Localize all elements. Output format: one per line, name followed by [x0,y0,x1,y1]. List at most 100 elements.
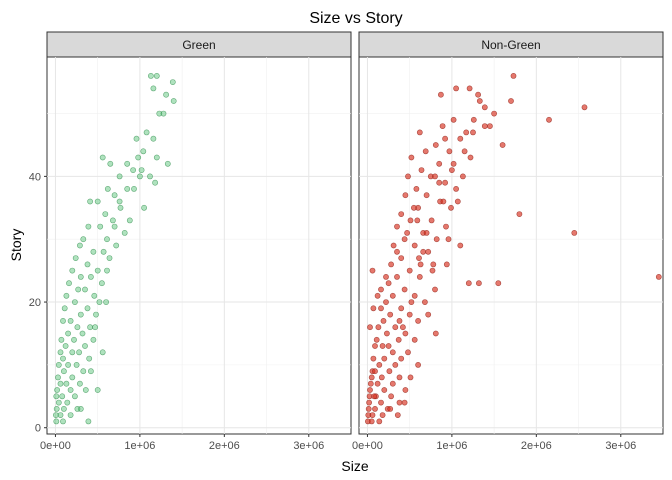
data-point [401,399,408,406]
data-point [411,292,418,299]
data-point [415,317,421,324]
grid-green [47,57,351,434]
data-point [85,223,92,230]
data-point [430,261,437,268]
data-point [104,185,111,192]
data-point [96,299,103,305]
data-point [499,142,506,148]
data-point [398,355,405,362]
strip-non-green [358,31,664,58]
data-point [63,380,70,387]
data-point [147,173,153,180]
data-point [77,273,84,280]
data-point [394,412,401,418]
data-point [404,229,410,236]
data-point [381,355,388,362]
data-point [423,192,430,199]
data-point [402,330,409,337]
data-point [55,361,62,368]
data-point [121,229,128,236]
data-point [147,73,154,79]
data-point [116,198,123,205]
data-point [407,217,414,224]
data-point [466,85,473,92]
data-point [164,160,171,167]
data-point [99,154,106,161]
data-point [104,236,110,243]
data-point [448,167,455,173]
data-point [65,361,71,368]
data-point [80,368,87,375]
data-point [383,273,389,280]
data-point [387,405,394,412]
data-point [392,324,399,331]
data-point [408,154,415,161]
data-point [136,173,143,180]
x-axis-title: Size [341,458,368,474]
data-point [378,399,384,406]
data-point [59,393,66,400]
data-point [143,129,150,136]
data-point [443,223,449,230]
data-point [93,311,99,318]
data-point [429,267,436,274]
y-tick-label: 40 [29,171,41,183]
data-point [442,179,448,186]
data-point [169,79,176,85]
data-point [408,299,415,305]
data-point [476,98,483,104]
data-point [111,192,118,199]
data-point [385,280,392,287]
data-point [140,148,147,155]
data-point [69,349,76,356]
data-point [388,261,394,268]
data-point [53,412,59,418]
y-axis-title: Story [8,229,24,262]
x-tick-label: 3e+06 [293,440,324,452]
data-point [459,173,466,180]
data-point [392,361,399,368]
data-point [390,242,397,249]
data-point [457,135,464,142]
data-point [453,85,459,92]
data-point [411,336,418,343]
data-point [446,148,453,155]
data-point [126,217,133,224]
data-point [448,204,454,211]
data-point [378,374,385,381]
data-point [416,255,422,261]
data-point [481,104,488,111]
data-point [82,343,88,349]
data-point [470,129,476,136]
data-point [381,387,388,393]
data-point [61,368,67,375]
data-point [373,336,380,343]
data-point [495,280,502,287]
data-point [376,418,383,425]
data-point [416,273,423,280]
data-point [411,242,418,249]
y-axis: 0 20 40 [29,171,47,435]
data-point [74,324,81,331]
data-point [388,393,394,400]
data-point [386,368,393,375]
data-point [394,223,400,230]
data-point [389,292,396,299]
data-point [67,387,74,393]
data-point [368,418,375,425]
y-tick-label: 0 [35,423,41,435]
data-point [405,173,411,180]
x-tick-label: 0e+00 [40,440,71,452]
data-point [97,223,104,230]
data-point [379,412,386,418]
data-point [445,236,452,243]
data-point [380,317,387,324]
panel-non-green: Non-Green [358,31,664,435]
data-point [475,91,481,98]
data-point [60,317,66,324]
data-point [131,185,137,192]
data-point [106,255,113,261]
data-point [84,305,91,312]
data-point [465,280,472,287]
data-point [398,255,405,261]
